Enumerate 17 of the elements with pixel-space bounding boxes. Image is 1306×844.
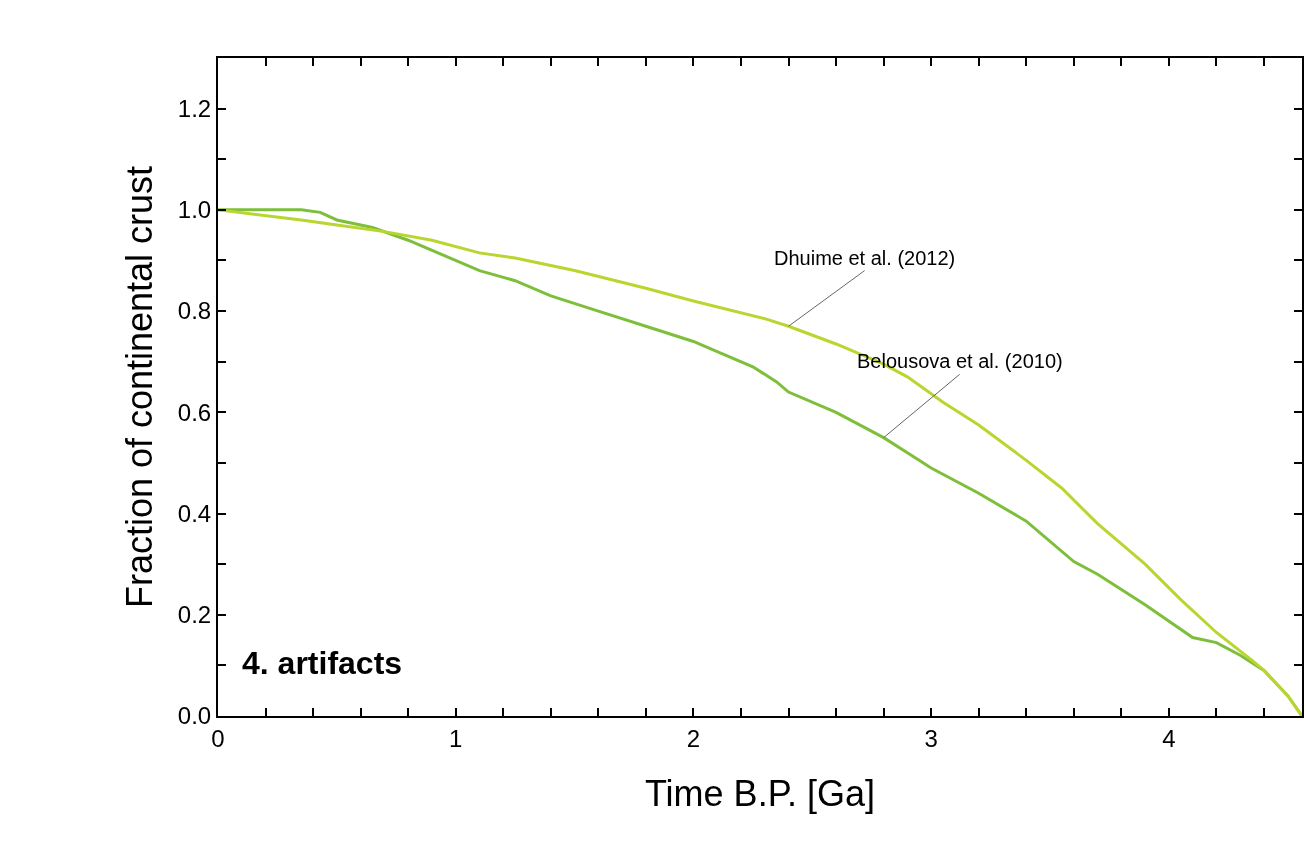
x-tick-label: 0 bbox=[211, 724, 225, 752]
y-tick-label: 1.2 bbox=[177, 95, 212, 123]
x-tick-label: 3 bbox=[924, 724, 938, 752]
line-series bbox=[218, 208, 1302, 716]
y-tick-label: 0.8 bbox=[177, 297, 212, 325]
x-tick-label: 4 bbox=[1162, 724, 1176, 752]
x-axis-title: Time B.P. [Ga] bbox=[644, 773, 876, 814]
x-tick-label: 1 bbox=[449, 724, 463, 752]
y-tick-label: 1.0 bbox=[177, 196, 212, 224]
y-tick-label: 0.0 bbox=[177, 702, 212, 730]
y-tick-label: 0.6 bbox=[177, 398, 212, 426]
y-tick-label: 0.4 bbox=[177, 499, 212, 527]
y-tick-label: 0.2 bbox=[177, 601, 212, 629]
annotation: Dhuime et al. (2012) bbox=[774, 247, 956, 269]
x-tick-label: 2 bbox=[686, 724, 701, 752]
y-axis-title: Fraction of continental crust bbox=[119, 165, 161, 609]
annotation: 4. artifacts bbox=[242, 645, 403, 681]
